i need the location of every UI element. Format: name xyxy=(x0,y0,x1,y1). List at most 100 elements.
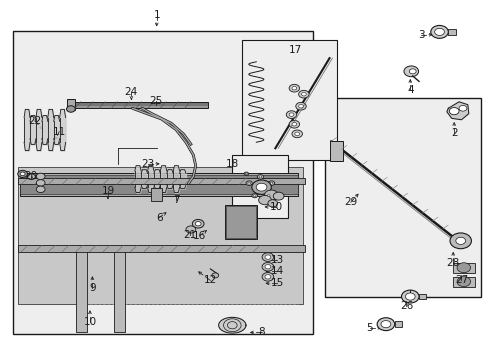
Bar xyxy=(18,178,305,184)
Bar xyxy=(329,141,343,161)
Circle shape xyxy=(268,181,274,185)
Circle shape xyxy=(211,273,218,278)
Bar xyxy=(452,263,474,273)
Circle shape xyxy=(295,102,305,110)
Circle shape xyxy=(264,275,270,279)
Text: 13: 13 xyxy=(270,255,283,265)
Bar xyxy=(18,245,305,252)
Circle shape xyxy=(458,105,466,111)
Text: 28: 28 xyxy=(446,258,459,268)
Circle shape xyxy=(267,195,269,197)
Circle shape xyxy=(244,172,248,175)
Circle shape xyxy=(434,28,444,36)
Circle shape xyxy=(273,192,284,200)
Circle shape xyxy=(195,222,201,226)
Bar xyxy=(447,29,455,35)
Text: 10: 10 xyxy=(269,202,282,212)
Polygon shape xyxy=(446,102,468,120)
Circle shape xyxy=(288,113,293,116)
Bar xyxy=(242,40,336,160)
Circle shape xyxy=(27,174,35,180)
Circle shape xyxy=(376,318,394,330)
Bar xyxy=(325,98,480,297)
Circle shape xyxy=(430,26,447,39)
Bar xyxy=(151,188,161,201)
Text: 9: 9 xyxy=(89,283,96,293)
Circle shape xyxy=(265,194,271,198)
Text: 14: 14 xyxy=(270,266,283,276)
Bar xyxy=(394,321,401,327)
Circle shape xyxy=(185,226,195,233)
Text: 12: 12 xyxy=(203,275,217,285)
Circle shape xyxy=(18,170,27,177)
Text: 15: 15 xyxy=(270,278,283,288)
Circle shape xyxy=(448,108,458,115)
Circle shape xyxy=(264,265,270,269)
Circle shape xyxy=(270,182,272,184)
Text: 4: 4 xyxy=(406,85,413,95)
Circle shape xyxy=(36,186,45,193)
Bar xyxy=(418,294,426,300)
Circle shape xyxy=(251,194,257,198)
Circle shape xyxy=(36,173,45,180)
Circle shape xyxy=(262,273,273,281)
Circle shape xyxy=(380,320,390,328)
Circle shape xyxy=(449,233,470,249)
Text: 6: 6 xyxy=(156,213,162,222)
Circle shape xyxy=(262,253,273,261)
Bar xyxy=(114,246,124,332)
Circle shape xyxy=(264,255,270,259)
Circle shape xyxy=(245,181,252,185)
Text: 5: 5 xyxy=(366,323,372,333)
Circle shape xyxy=(253,195,256,197)
Circle shape xyxy=(408,69,415,74)
Text: 10: 10 xyxy=(83,317,96,327)
Text: 7: 7 xyxy=(173,195,179,205)
Bar xyxy=(232,155,288,218)
Circle shape xyxy=(403,66,418,77)
Text: 8: 8 xyxy=(258,327,264,337)
Circle shape xyxy=(36,180,45,186)
Bar xyxy=(71,103,207,107)
Circle shape xyxy=(405,293,414,300)
Circle shape xyxy=(294,132,299,136)
Circle shape xyxy=(298,90,308,98)
Bar xyxy=(66,99,75,110)
Circle shape xyxy=(291,130,302,138)
Circle shape xyxy=(245,173,247,175)
Circle shape xyxy=(262,262,273,271)
Circle shape xyxy=(192,220,203,228)
Bar xyxy=(76,246,87,332)
Text: 29: 29 xyxy=(344,197,357,207)
Bar xyxy=(224,205,256,239)
Text: 18: 18 xyxy=(225,159,239,169)
Circle shape xyxy=(66,106,75,112)
Bar xyxy=(20,173,298,196)
Circle shape xyxy=(456,263,469,273)
Circle shape xyxy=(288,84,299,92)
Circle shape xyxy=(455,237,465,244)
Text: 21: 21 xyxy=(183,230,196,239)
Text: 3: 3 xyxy=(417,30,424,40)
Text: 2: 2 xyxy=(450,129,457,138)
Text: 19: 19 xyxy=(101,186,114,197)
Circle shape xyxy=(291,122,296,126)
Text: 1: 1 xyxy=(153,10,160,20)
Bar xyxy=(71,102,207,108)
Circle shape xyxy=(301,93,305,96)
Text: 25: 25 xyxy=(149,96,162,106)
Circle shape xyxy=(258,195,271,205)
Bar xyxy=(226,206,255,238)
Circle shape xyxy=(251,180,271,194)
Circle shape xyxy=(259,176,261,178)
Circle shape xyxy=(456,276,469,287)
Circle shape xyxy=(20,172,25,176)
Text: 17: 17 xyxy=(288,45,302,55)
Circle shape xyxy=(264,190,278,200)
Circle shape xyxy=(298,104,303,108)
Text: 11: 11 xyxy=(53,127,66,136)
Bar xyxy=(18,167,303,304)
Circle shape xyxy=(257,175,263,179)
Circle shape xyxy=(288,120,299,128)
Text: 22: 22 xyxy=(28,116,41,126)
